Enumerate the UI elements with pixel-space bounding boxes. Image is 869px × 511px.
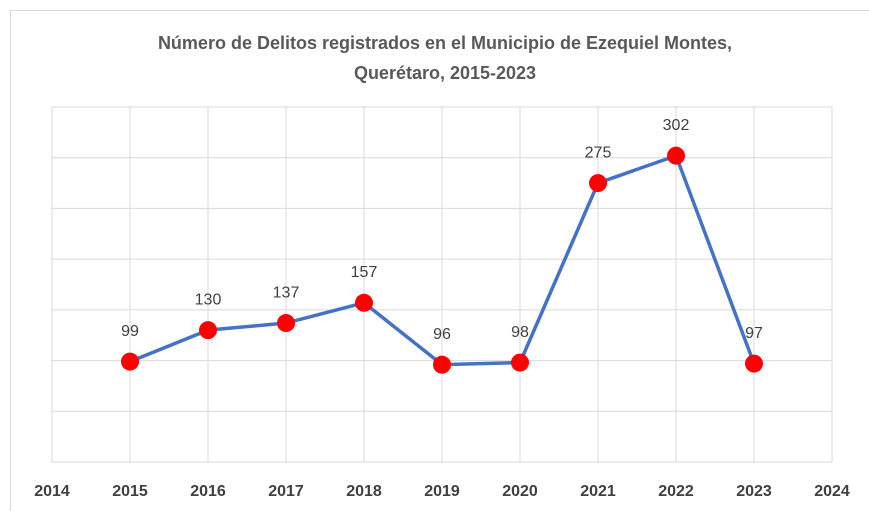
point <box>511 353 529 372</box>
point <box>355 293 373 312</box>
x-tick-label: 2021 <box>580 483 616 500</box>
data-label: 302 <box>663 117 690 134</box>
chart-title: Número de Delitos registrados en el Muni… <box>158 33 732 53</box>
data-label: 96 <box>433 326 451 343</box>
x-tick-label: 2016 <box>190 483 226 500</box>
data-label: 97 <box>745 325 763 342</box>
data-label: 157 <box>351 264 378 281</box>
x-tick-label: 2017 <box>268 483 304 500</box>
point <box>199 321 217 340</box>
x-tick-label: 2020 <box>502 483 538 500</box>
x-tick-label: 2018 <box>346 483 382 500</box>
x-tick-label: 2022 <box>658 483 694 500</box>
data-label: 275 <box>585 144 612 161</box>
point <box>589 174 607 193</box>
data-label: 137 <box>273 284 300 301</box>
point <box>433 355 451 374</box>
point <box>667 146 685 165</box>
x-tick-label: 2015 <box>112 483 148 500</box>
chart-border <box>10 10 869 511</box>
point <box>745 354 763 373</box>
data-label: 130 <box>195 291 222 308</box>
data-label: 99 <box>121 323 139 340</box>
x-tick-label: 2014 <box>34 483 70 500</box>
x-tick-label: 2023 <box>736 483 772 500</box>
chart-title: Querétaro, 2015-2023 <box>354 63 536 83</box>
point <box>277 314 295 333</box>
point <box>121 352 139 371</box>
x-tick-label: 2024 <box>814 483 850 500</box>
data-label: 98 <box>511 324 529 341</box>
x-tick-label: 2019 <box>424 483 460 500</box>
